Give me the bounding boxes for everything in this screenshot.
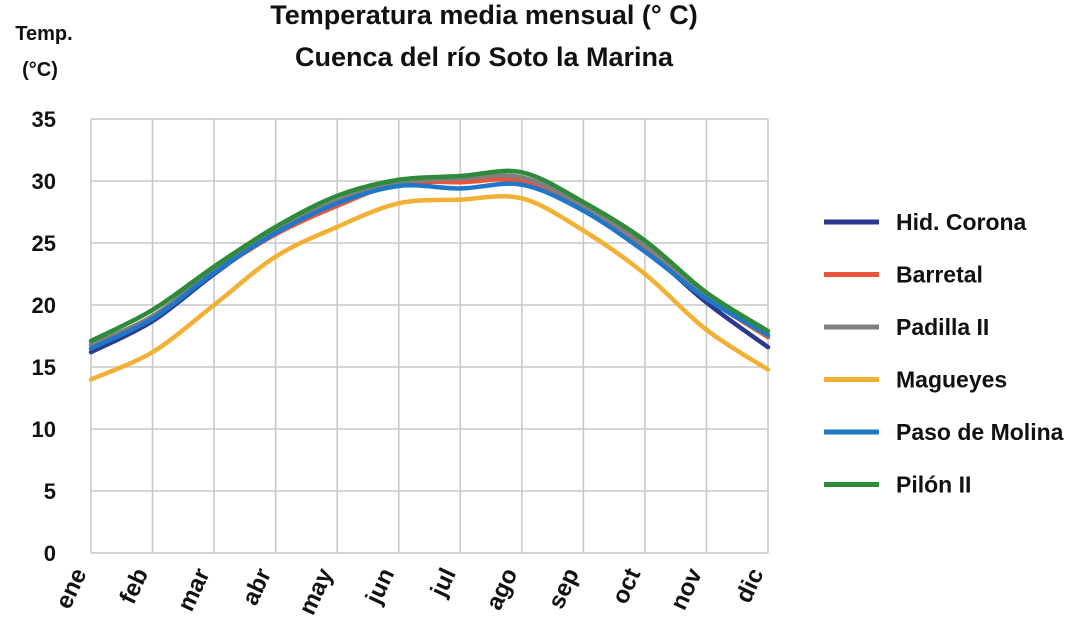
- y-tick-label: 15: [32, 355, 56, 380]
- chart-subtitle: Cuenca del río Soto la Marina: [295, 42, 674, 72]
- chart-title: Temperatura media mensual (° C): [270, 0, 697, 30]
- series-line-paso-de-molina: [88, 181, 771, 351]
- x-tick-label: feb: [114, 564, 154, 608]
- legend-label: Magueyes: [896, 367, 1007, 393]
- x-tick-label: nov: [665, 564, 708, 615]
- x-tick-label: may: [294, 564, 339, 620]
- y-axis-label-line2: (°C): [22, 59, 58, 81]
- legend-label: Hid. Corona: [896, 209, 1027, 235]
- x-tick-label: dic: [730, 564, 769, 607]
- y-tick-label: 5: [44, 479, 56, 504]
- legend-label: Pilón II: [896, 472, 971, 498]
- legend-label: Padilla II: [896, 314, 989, 340]
- x-tick-label: ene: [50, 564, 92, 613]
- legend-label: Barretal: [896, 262, 983, 288]
- x-tick-label: oct: [607, 564, 647, 608]
- y-tick-label: 25: [32, 231, 56, 256]
- x-tick-label: ago: [481, 564, 524, 614]
- y-tick-label: 35: [32, 107, 56, 132]
- series-line-magueyes: [88, 194, 771, 382]
- y-axis-label-line1: Temp.: [15, 23, 72, 45]
- legend: Hid. Corona Barretal Padilla II Magueyes Pas…: [824, 209, 1064, 498]
- y-tick-label: 20: [32, 293, 56, 318]
- x-tick-label: mar: [172, 564, 215, 615]
- grid: [90, 118, 769, 554]
- series-lines: [88, 168, 771, 382]
- y-tick-label: 30: [32, 169, 56, 194]
- legend-label: Paso de Molina: [896, 419, 1064, 445]
- y-tick-label: 10: [32, 417, 56, 442]
- x-tick-label: abr: [237, 564, 277, 609]
- x-tick-label: sep: [543, 564, 585, 613]
- x-tick-label: jun: [360, 564, 400, 609]
- x-tick-labels: ene feb mar abr may jun jul ago sep oct nov dic: [50, 564, 769, 620]
- x-tick-label: jul: [425, 564, 462, 602]
- series-line-pil-n-ii: [88, 168, 771, 344]
- y-tick-labels: 0 5 10 15 20 25 30 35: [32, 107, 56, 566]
- y-tick-label: 0: [44, 541, 56, 566]
